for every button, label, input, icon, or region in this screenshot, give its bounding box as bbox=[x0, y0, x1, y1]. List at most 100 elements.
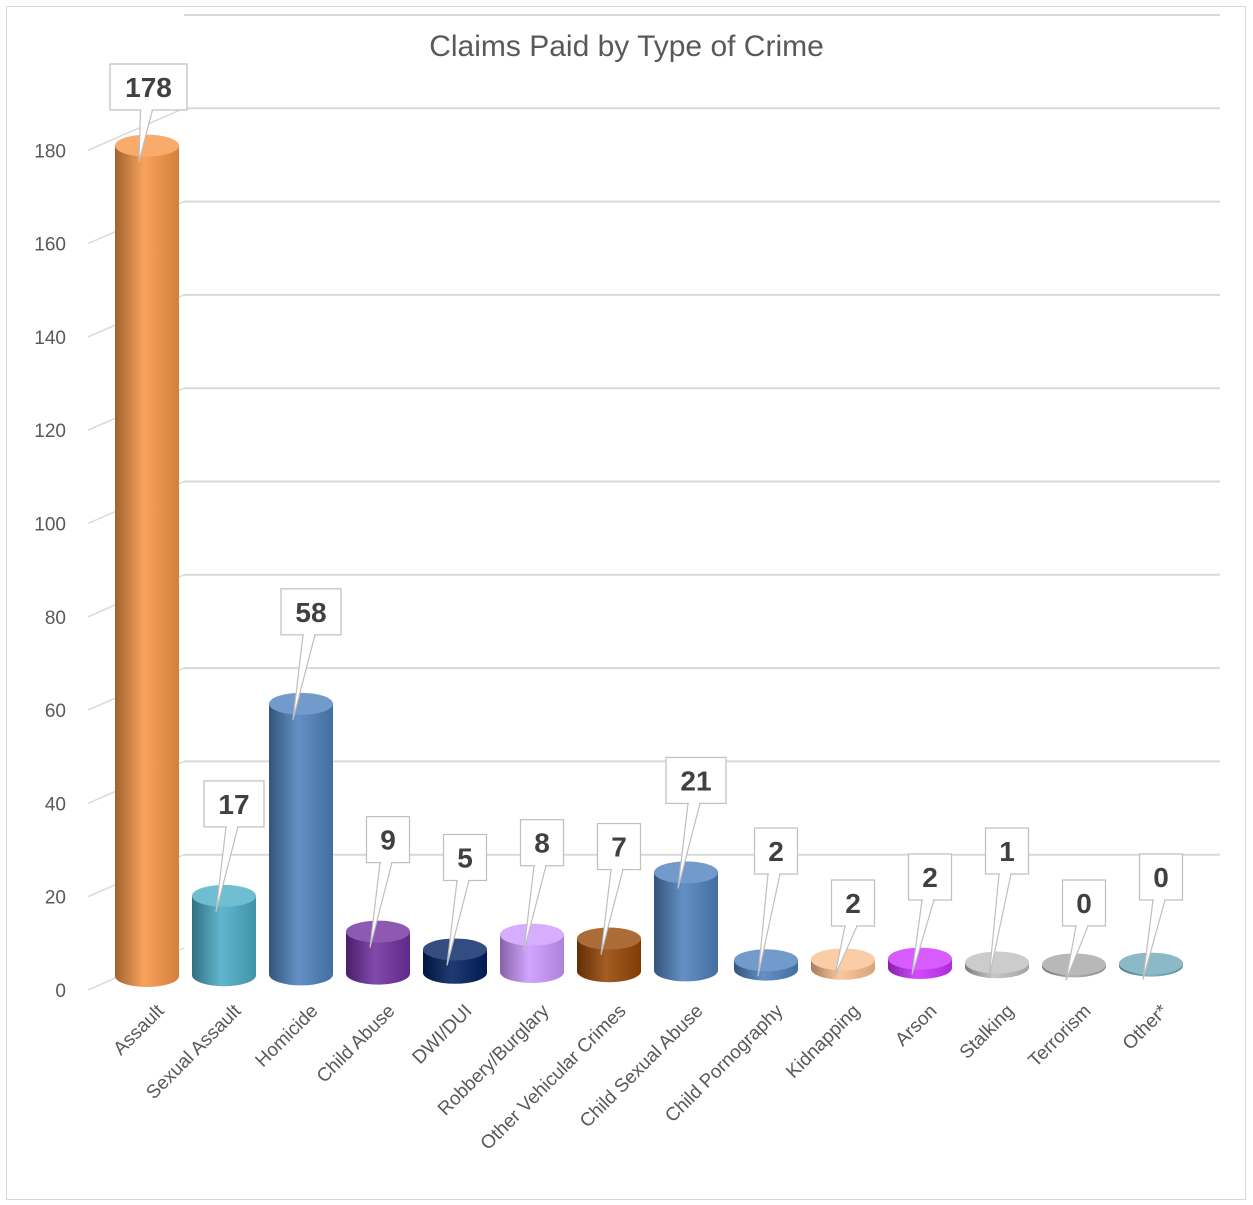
chart-title: Claims Paid by Type of Crime bbox=[429, 30, 824, 63]
bar-top bbox=[346, 920, 410, 943]
data-label: 21 bbox=[680, 765, 711, 796]
bar-top bbox=[888, 947, 952, 970]
data-label-callout: 7 bbox=[596, 822, 642, 955]
data-label-callout: 2 bbox=[830, 879, 876, 976]
data-label: 7 bbox=[611, 832, 627, 863]
data-label-callout: 178 bbox=[109, 63, 188, 162]
x-tick-label: Stalking bbox=[956, 1001, 1019, 1064]
x-tick-label: Kidnapping bbox=[782, 1001, 864, 1083]
callout-gap bbox=[227, 824, 237, 829]
y-tick-label: 160 bbox=[34, 235, 66, 256]
x-tick-label: Terrorism bbox=[1025, 1001, 1096, 1072]
callout-box bbox=[519, 819, 565, 867]
callout-box bbox=[280, 588, 342, 636]
y-tick-label: 100 bbox=[34, 515, 66, 536]
bar-top bbox=[500, 923, 564, 946]
data-label-callout: 2 bbox=[753, 827, 799, 977]
bar-top bbox=[577, 927, 641, 950]
callout-gap bbox=[846, 924, 856, 928]
bar-dwi-dui bbox=[423, 938, 487, 984]
data-label-callout: 0 bbox=[1061, 879, 1107, 981]
callout-gap bbox=[1154, 898, 1164, 902]
data-label: 2 bbox=[922, 862, 938, 893]
data-label: 9 bbox=[380, 825, 396, 856]
callout-gap bbox=[458, 878, 468, 883]
x-tick-label: Child Abuse bbox=[313, 1001, 400, 1088]
y-tick-label: 80 bbox=[45, 608, 66, 629]
data-label: 5 bbox=[457, 842, 473, 873]
bar-top bbox=[734, 949, 798, 972]
callout-box bbox=[665, 756, 727, 805]
data-label-callout: 9 bbox=[365, 816, 411, 948]
data-label-callout: 5 bbox=[442, 833, 488, 966]
data-label-callout: 17 bbox=[203, 780, 265, 913]
data-label-callout: 21 bbox=[665, 756, 727, 889]
bar-arson bbox=[888, 947, 952, 979]
bar-top bbox=[654, 861, 718, 884]
callout-box bbox=[109, 63, 188, 111]
bar-assault bbox=[115, 134, 179, 987]
callout-gap bbox=[769, 872, 779, 876]
callout-gap bbox=[1000, 872, 1010, 876]
x-tick-label: DWI/DUI bbox=[409, 1001, 477, 1069]
bar-homicide bbox=[269, 692, 333, 986]
y-tick-label: 40 bbox=[45, 794, 66, 815]
bar-body bbox=[654, 872, 718, 982]
bar-child-abuse bbox=[346, 920, 410, 985]
bar-child-pornography bbox=[734, 949, 798, 981]
callout-gap bbox=[141, 108, 152, 112]
data-label: 1 bbox=[999, 836, 1015, 867]
data-label: 8 bbox=[534, 828, 550, 859]
y-tick-label: 60 bbox=[45, 701, 66, 722]
data-label-callout: 8 bbox=[519, 819, 565, 951]
bar-top bbox=[1042, 953, 1106, 976]
x-tick-label: Arson bbox=[892, 1001, 942, 1051]
bar-body bbox=[346, 931, 410, 985]
callout-gap bbox=[1077, 924, 1087, 928]
y-tick-label: 120 bbox=[34, 421, 66, 442]
callout-gap bbox=[304, 632, 314, 637]
callout-gap bbox=[923, 898, 933, 902]
bar-terrorism bbox=[1042, 953, 1106, 978]
x-tick-label: Other* bbox=[1119, 1000, 1173, 1054]
data-label: 2 bbox=[768, 836, 784, 867]
bar-top bbox=[965, 951, 1029, 974]
data-label: 17 bbox=[218, 789, 249, 820]
data-label-callout: 58 bbox=[280, 588, 342, 720]
bar-robbery-burglary bbox=[500, 923, 564, 983]
bar-sexual-assault bbox=[192, 884, 256, 987]
bar-other- bbox=[1119, 952, 1183, 977]
data-label: 0 bbox=[1153, 862, 1169, 893]
callout-box bbox=[907, 853, 953, 901]
data-label: 58 bbox=[295, 597, 326, 628]
bar-body bbox=[192, 895, 256, 987]
data-label-callout: 2 bbox=[907, 853, 953, 975]
data-label: 0 bbox=[1076, 888, 1092, 919]
bar-body bbox=[577, 938, 641, 983]
bar-body bbox=[115, 145, 179, 987]
bar-top bbox=[115, 134, 179, 157]
callout-box bbox=[1061, 879, 1107, 927]
gridline-diagonal bbox=[87, 107, 185, 151]
x-tick-label: Assault bbox=[110, 1000, 169, 1059]
callout-gap bbox=[381, 860, 391, 865]
callout-box bbox=[203, 780, 265, 828]
data-label: 2 bbox=[845, 888, 861, 919]
bar-body bbox=[500, 934, 564, 983]
x-tick-label: Other Vehicular Crimes bbox=[477, 1001, 631, 1155]
y-tick-label: 20 bbox=[45, 888, 66, 909]
bar-body bbox=[269, 703, 333, 986]
bar-top bbox=[423, 938, 487, 961]
callout-box bbox=[442, 833, 488, 882]
callout-box bbox=[596, 822, 642, 871]
bar-kidnapping bbox=[811, 948, 875, 980]
callout-gap bbox=[535, 863, 545, 868]
bar-top bbox=[811, 948, 875, 971]
data-label: 178 bbox=[125, 72, 172, 103]
bar-top bbox=[192, 884, 256, 907]
bar-child-sexual-abuse bbox=[654, 861, 718, 982]
bar-stalking bbox=[965, 951, 1029, 979]
y-tick-label: 180 bbox=[34, 141, 66, 162]
callout-gap bbox=[612, 867, 622, 872]
